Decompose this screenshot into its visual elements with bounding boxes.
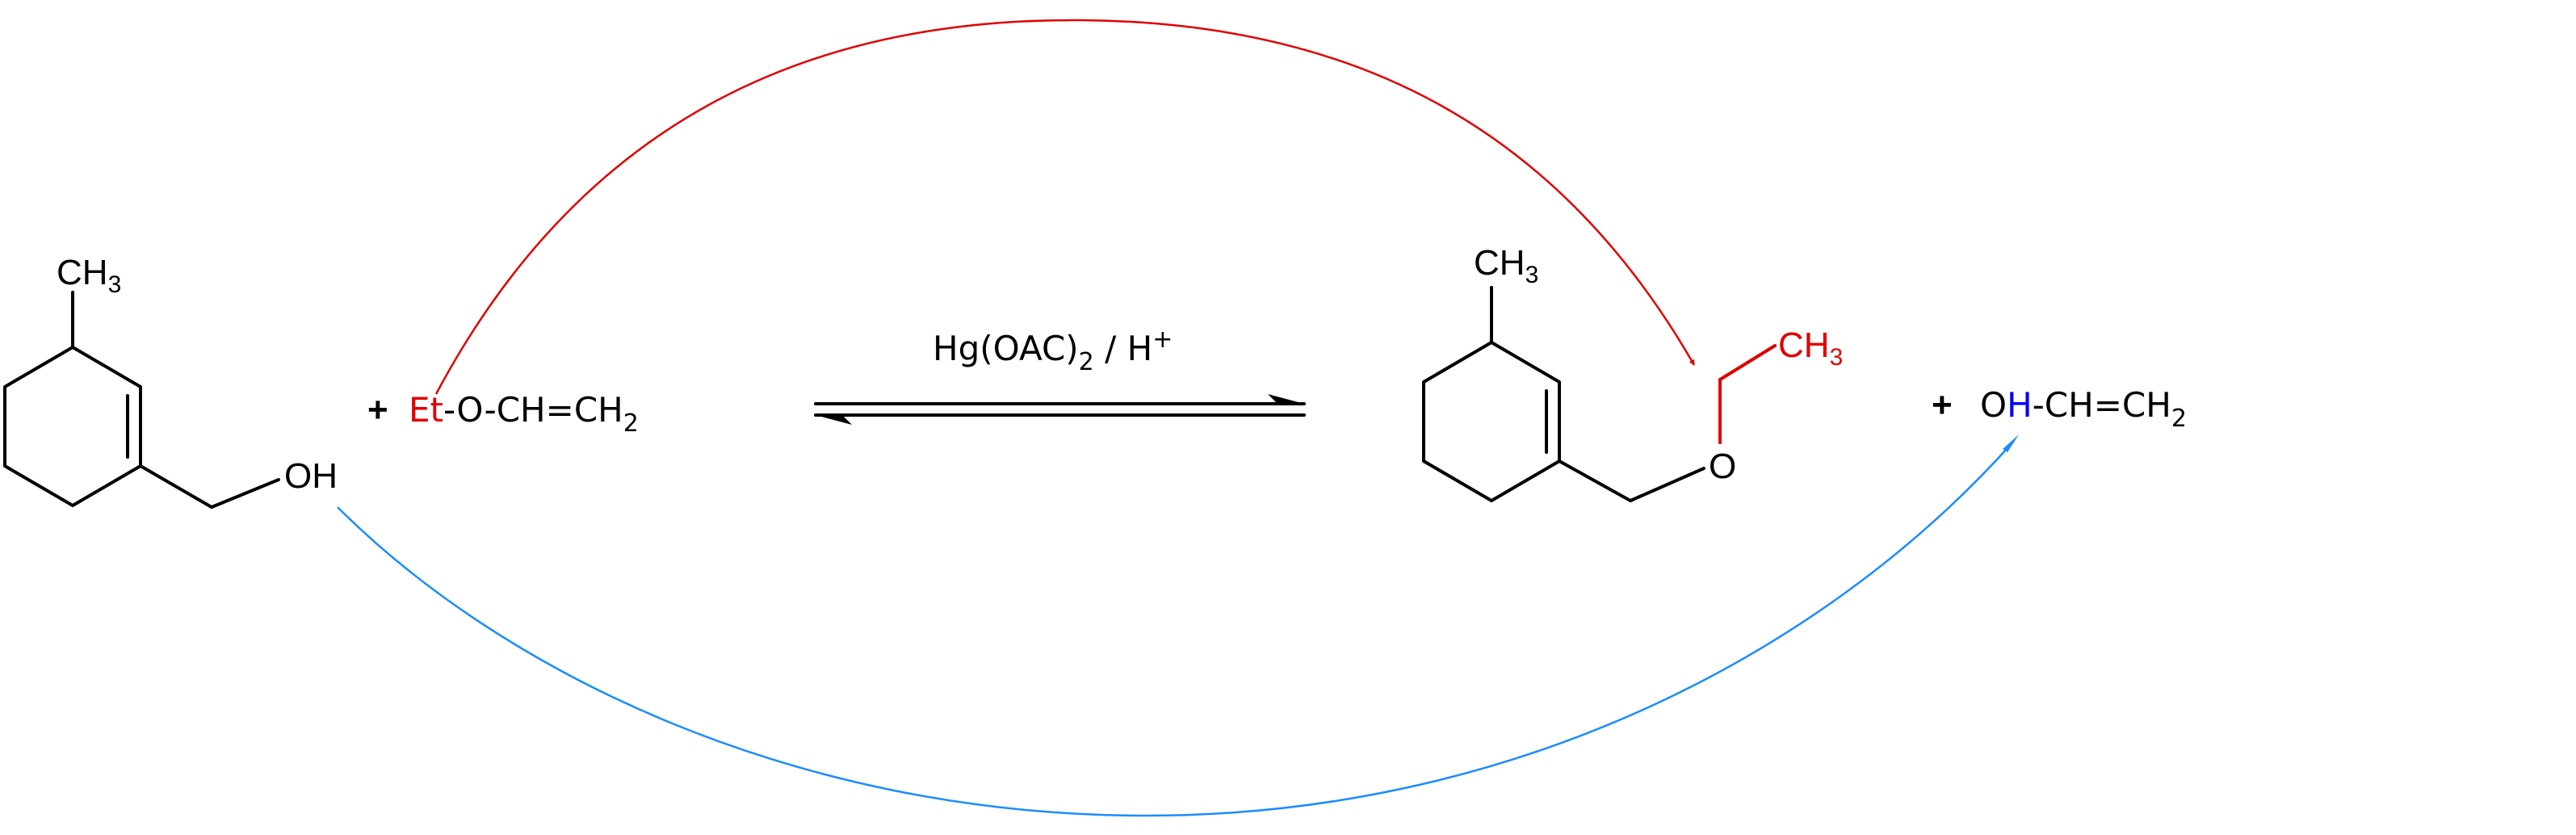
- ch2-bond-product: [1558, 459, 1632, 502]
- equilibrium-arrow: [814, 394, 1306, 425]
- hydroxyl-label-reactant: OH: [284, 456, 338, 496]
- hydrogen-transfer-arrowhead: [2003, 434, 2019, 452]
- ether-oxygen-label: O: [1709, 447, 1736, 486]
- reactant-1-structure: CH3 OH: [3, 253, 338, 509]
- reactant-2-formula: + Et-O-CH=CH2: [367, 390, 639, 438]
- ethyl-transfer-arrow: [434, 19, 1696, 395]
- oh-bond-reactant: [210, 478, 280, 509]
- methyl-label-reactant: CH3: [57, 253, 121, 298]
- hydrogen-transfer-arrow: [337, 440, 2015, 817]
- plus-sign-2: +: [1932, 385, 1953, 425]
- ethyl-bond: [1718, 344, 1777, 381]
- reverse-arrowhead: [816, 415, 852, 425]
- ethyl-vinyl-ether-formula: Et-O-CH=CH2: [409, 390, 639, 438]
- reaction-conditions: Hg(OAC)2 / H+: [933, 325, 1173, 376]
- ch2-bond-reactant: [139, 464, 213, 509]
- ether-o-bond-product: [1629, 467, 1705, 502]
- forward-arrowhead: [1268, 394, 1304, 404]
- ethyl-label-product: CH3: [1778, 325, 1843, 371]
- reagent-label: Hg(OAC)2 / H+: [933, 325, 1173, 376]
- vinyl-alcohol-formula: OH-CH=CH2: [1980, 385, 2187, 433]
- cyclohexene-ring-product: [1422, 341, 1561, 502]
- product-2-formula: + OH-CH=CH2: [1932, 385, 2187, 433]
- methyl-label-product: CH3: [1474, 243, 1538, 288]
- cyclohexene-ring-reactant: [3, 346, 142, 507]
- plus-sign-1: +: [367, 390, 388, 430]
- product-1-structure: CH3 O CH3: [1422, 243, 1843, 502]
